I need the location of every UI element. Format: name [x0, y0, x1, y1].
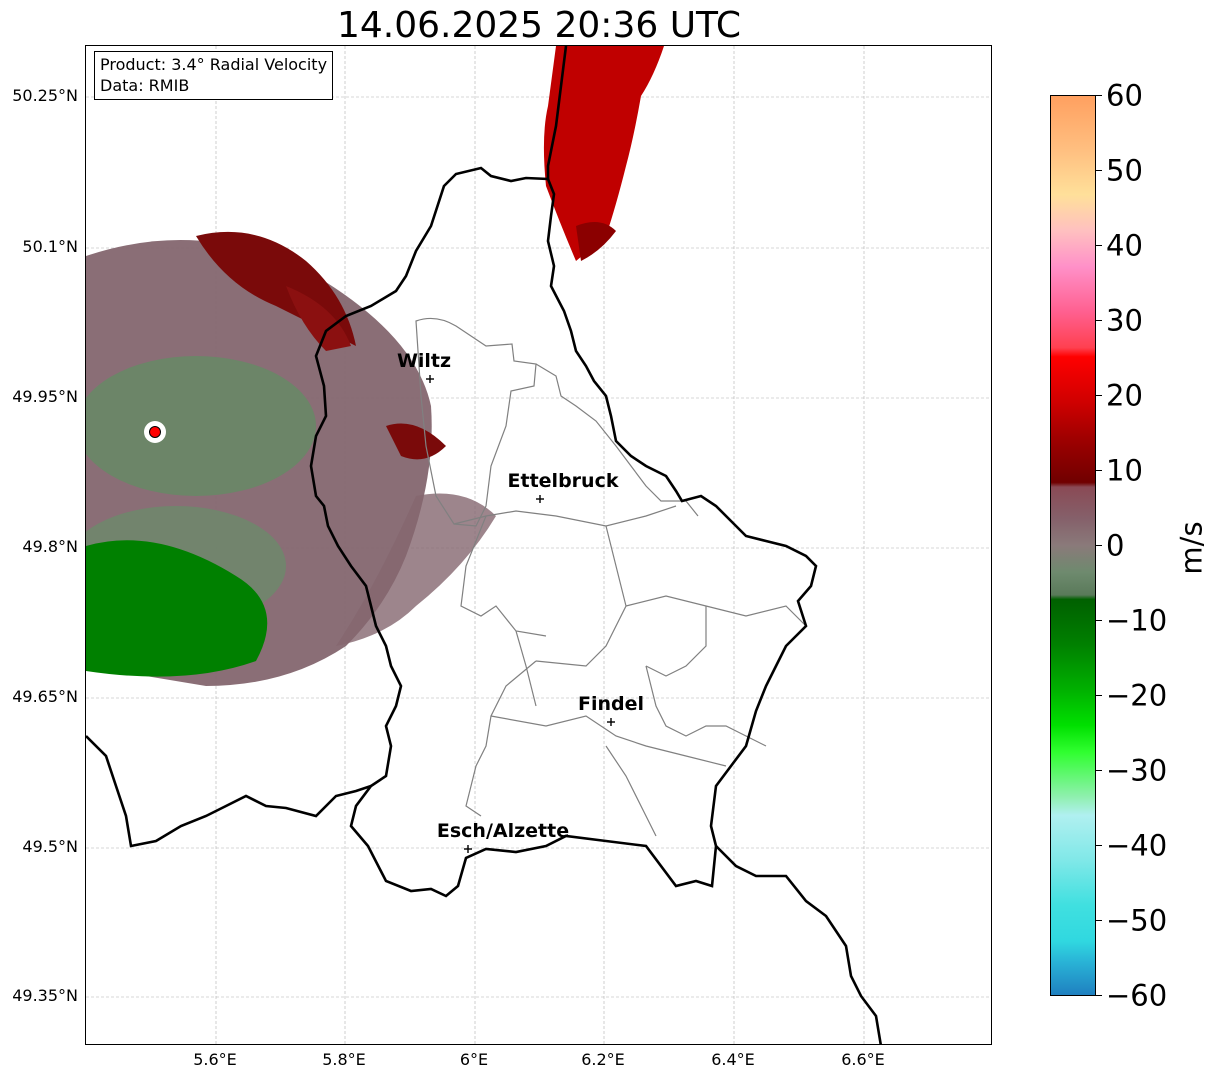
- map-title: 14.06.2025 20:36 UTC: [336, 5, 742, 46]
- canton-boundaries: [415, 317, 807, 837]
- colorbar-tickmark: [1096, 170, 1102, 171]
- city-label-ettelbruck: Ettelbruck: [507, 470, 619, 492]
- colorbar-tickmark: [1096, 395, 1102, 396]
- colorbar-tickmark: [1096, 920, 1102, 921]
- colorbar-tick-label: 60: [1106, 78, 1143, 113]
- colorbar-tick-label: −40: [1106, 828, 1168, 863]
- map-panel[interactable]: [85, 45, 992, 1045]
- colorbar-tickmark: [1096, 620, 1102, 621]
- radar-site-marker: [149, 426, 161, 438]
- lon-label: 6.2°E: [581, 1050, 625, 1069]
- city-label-wiltz: Wiltz: [396, 350, 452, 372]
- lat-label: 50.25°N: [12, 86, 78, 105]
- colorbar-tickmark: [1096, 695, 1102, 696]
- colorbar-tick-label: 30: [1106, 303, 1143, 338]
- colorbar-unit-label: m/s: [1174, 521, 1207, 575]
- lat-label: 49.65°N: [12, 687, 78, 706]
- national-borders: [86, 46, 882, 1044]
- colorbar-tickmark: [1096, 995, 1102, 996]
- colorbar-tickmark: [1096, 545, 1102, 546]
- colorbar-tick-label: −50: [1106, 903, 1168, 938]
- colorbar-tickmark: [1096, 770, 1102, 771]
- colorbar-tick-label: 0: [1106, 528, 1125, 563]
- colorbar-tickmark: [1096, 320, 1102, 321]
- city-label-esch-alzette: Esch/Alzette: [436, 820, 570, 842]
- lon-label: 6.6°E: [841, 1050, 885, 1069]
- product-label: Product: 3.4° Radial Velocity: [100, 55, 328, 74]
- city-markers: [426, 375, 615, 853]
- colorbar-tick-label: 20: [1106, 378, 1143, 413]
- lon-label: 5.6°E: [193, 1050, 237, 1069]
- colorbar-tick-label: −20: [1106, 678, 1168, 713]
- colorbar-tick-label: 40: [1106, 228, 1143, 263]
- product-info-box: Product: 3.4° Radial Velocity Data: RMIB: [94, 51, 334, 100]
- lon-label: 6°E: [459, 1050, 489, 1069]
- colorbar-tick-label: 50: [1106, 153, 1143, 188]
- city-label-findel: Findel: [577, 693, 645, 715]
- lat-label: 50.1°N: [22, 237, 78, 256]
- lon-label: 6.4°E: [711, 1050, 755, 1069]
- colorbar-tick-label: 10: [1106, 453, 1143, 488]
- colorbar-tick-label: −30: [1106, 753, 1168, 788]
- lon-label: 5.8°E: [322, 1050, 366, 1069]
- colorbar-tickmark: [1096, 845, 1102, 846]
- colorbar-tickmark: [1096, 95, 1102, 96]
- velocity-colorbar: [1050, 95, 1096, 996]
- lat-label: 49.35°N: [12, 986, 78, 1005]
- lat-label: 49.95°N: [12, 387, 78, 406]
- colorbar-tick-label: −60: [1106, 978, 1168, 1013]
- colorbar-tickmark: [1096, 470, 1102, 471]
- radar-echoes: [86, 46, 664, 686]
- data-source-label: Data: RMIB: [100, 76, 190, 95]
- colorbar-tickmark: [1096, 245, 1102, 246]
- lat-label: 49.8°N: [22, 537, 78, 556]
- lat-label: 49.5°N: [22, 837, 78, 856]
- colorbar-tick-label: −10: [1106, 603, 1168, 638]
- radar-map: [86, 46, 991, 1044]
